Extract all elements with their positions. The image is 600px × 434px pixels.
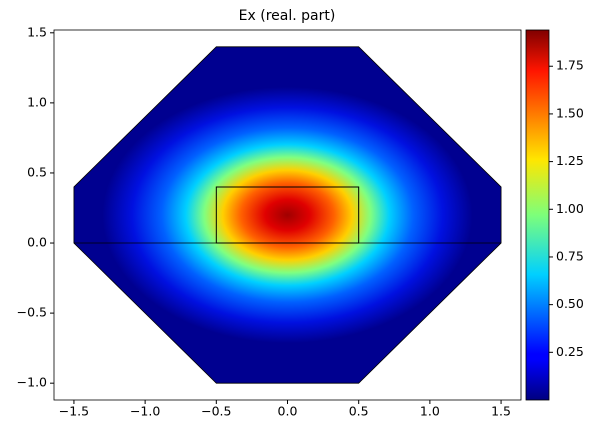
colorbar: [525, 29, 550, 401]
y-tick-label: −1.0: [17, 375, 47, 390]
x-tick-label: 0.5: [349, 404, 369, 419]
chart-title: Ex (real. part): [239, 8, 336, 24]
x-tick-label: −0.5: [201, 404, 231, 419]
x-tick-label: −1.0: [130, 404, 160, 419]
colorbar-tick-label: 0.50: [556, 296, 584, 311]
x-tick-label: −1.5: [59, 404, 89, 419]
y-tick-label: 1.5: [27, 24, 47, 39]
colorbar-tick-label: 1.00: [556, 201, 584, 216]
x-tick-label: 0.0: [278, 404, 298, 419]
y-tick-label: −0.5: [17, 305, 47, 320]
colorbar-tick-label: 1.25: [556, 153, 584, 168]
colorbar-tick-label: 0.25: [556, 344, 584, 359]
colorbar-tick-label: 1.75: [556, 58, 584, 73]
y-tick-label: 1.0: [27, 94, 47, 109]
y-tick-label: 0.0: [27, 235, 47, 250]
y-tick-label: 0.5: [27, 164, 47, 179]
colorbar-tick-label: 1.50: [556, 105, 584, 120]
x-tick-label: 1.0: [420, 404, 440, 419]
field-map: [73, 46, 502, 384]
x-tick-label: 1.5: [491, 404, 511, 419]
field-intensity: [102, 86, 473, 344]
colorbar-tick-label: 0.75: [556, 248, 584, 263]
